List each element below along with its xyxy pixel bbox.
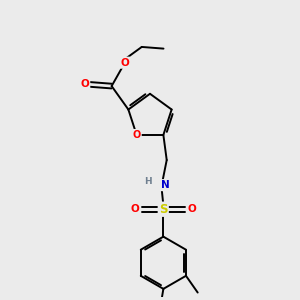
- Text: O: O: [121, 58, 129, 68]
- Text: O: O: [80, 80, 89, 89]
- Text: O: O: [133, 130, 141, 140]
- Text: N: N: [161, 180, 170, 190]
- Text: O: O: [130, 204, 139, 214]
- Text: S: S: [159, 203, 168, 216]
- Text: O: O: [188, 204, 196, 214]
- Text: H: H: [145, 177, 152, 186]
